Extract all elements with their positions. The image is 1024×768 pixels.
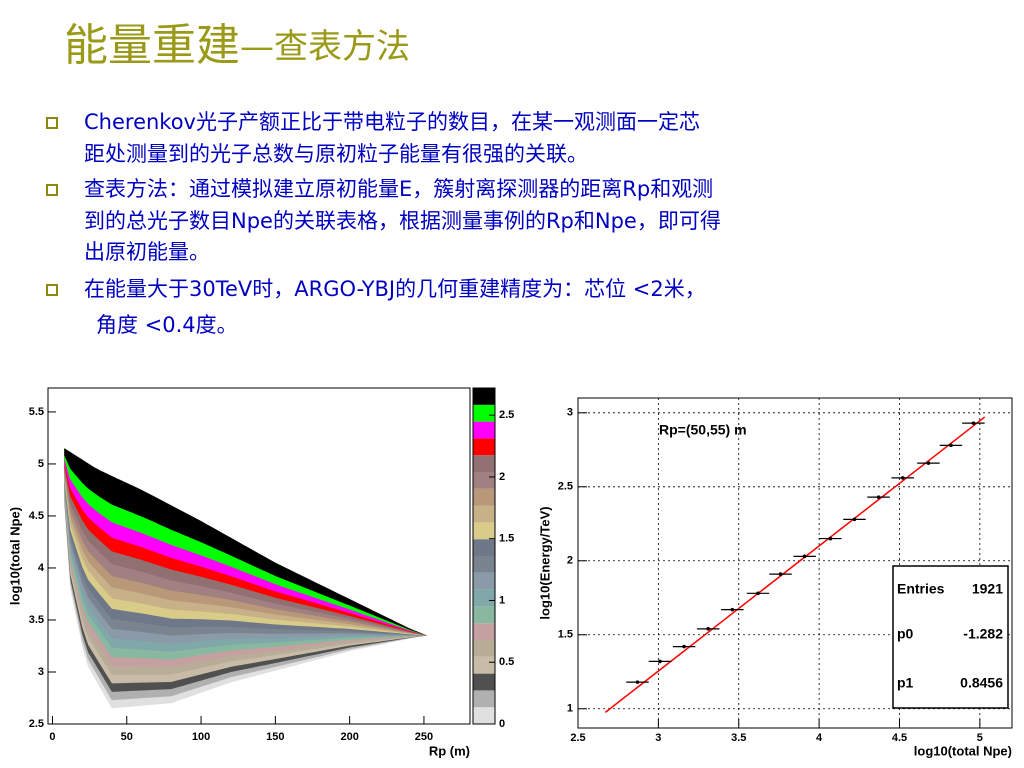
bullet-marker (46, 284, 58, 296)
colorbar-frame (472, 387, 496, 725)
y-tick-label: 2.5 (558, 481, 573, 493)
data-point (926, 461, 931, 465)
colorbar-swatch (473, 404, 495, 422)
y-tick-label: 5.5 (29, 406, 44, 418)
colorbar-swatch (473, 589, 495, 607)
bullet-text: 在能量大于30TeV时，ARGO-YBJ的几何重建精度为：芯位 <2米， (84, 277, 706, 301)
data-point (900, 476, 905, 480)
contour-band (64, 448, 427, 636)
y-tick-label: 1.5 (558, 629, 573, 641)
colorbar-tick-label: 2.5 (499, 409, 514, 421)
colorbar-swatch (473, 606, 495, 624)
colorbar-swatch (473, 522, 495, 540)
y-tick-label: 5 (38, 458, 44, 470)
colorbar-swatch (473, 623, 495, 640)
colorbar-swatch (473, 539, 495, 556)
data-point (756, 591, 760, 596)
y-tick-label: 3.5 (29, 614, 44, 626)
bullet-text: 查表方法：通过模拟建立原初能量E，簇射离探测器的距离Rp和观测 (84, 177, 713, 201)
y-tick-label: 3 (38, 666, 44, 678)
y-tick-label: 3 (567, 407, 573, 419)
data-point (876, 495, 881, 499)
stats-value: 0.8456 (960, 675, 1003, 691)
colorbar-swatch (473, 640, 495, 657)
data-point (682, 644, 686, 649)
colorbar-swatch (473, 388, 495, 405)
y-axis-title: log10(Energy/TeV) (537, 506, 552, 619)
colorbar-tick-label: 0.5 (499, 656, 514, 668)
x-tick-label: 200 (340, 731, 358, 743)
bullet-text: 出原初能量。 (84, 240, 210, 264)
colorbar-swatch (473, 505, 495, 523)
x-tick-label: 5 (977, 732, 983, 744)
colorbar-swatch (473, 656, 495, 674)
x-axis-title: Rp (m) (429, 743, 470, 758)
y-tick-label: 2.5 (29, 718, 44, 730)
bullet-text: 距处测量到的光子总数与原初粒子能量有很强的关联。 (84, 142, 588, 166)
data-point (852, 517, 857, 522)
data-point (949, 443, 953, 448)
data-point (706, 627, 710, 631)
bullet-marker (46, 117, 58, 129)
data-point (802, 554, 807, 559)
x-tick-label: 4.5 (892, 732, 907, 744)
x-tick-label: 4 (816, 732, 823, 744)
x-tick-label: 100 (192, 731, 210, 743)
stats-label: p0 (897, 626, 914, 642)
x-tick-label: 3 (655, 732, 661, 744)
annotation: Rp=(50,55) m (659, 422, 747, 438)
data-point (635, 680, 640, 684)
x-tick-label: 150 (266, 731, 284, 743)
colorbar-swatch (473, 472, 495, 489)
slide-title: 能量重建—查表方法 (64, 20, 410, 71)
colorbar-swatch (473, 707, 495, 724)
y-axis-title: log10(total Npe) (7, 507, 22, 605)
colorbar-tick-label: 1.5 (499, 533, 514, 545)
x-tick-label: 50 (121, 731, 133, 743)
bullet-text: 角度 <0.4度。 (96, 313, 238, 337)
data-point (778, 572, 783, 576)
data-point (971, 421, 976, 425)
colorbar-swatch (473, 673, 495, 691)
colorbar-tick-label: 2 (499, 471, 505, 483)
stats-frame (892, 565, 1009, 709)
stats-box: Entries 1921 p0 -1.282 p1 0.8456 (892, 565, 1009, 709)
contour-band (64, 448, 427, 636)
x-tick-label: 250 (415, 731, 433, 743)
title-main: 能量重建 (64, 20, 240, 71)
colorbar-swatch (473, 556, 495, 573)
bullet-text: Cherenkov光子产额正比于带电粒子的数目，在某一观测面一定芯 (84, 110, 700, 134)
stats-label: p1 (897, 675, 914, 691)
bullet-marker (46, 184, 58, 196)
colorbar-swatch (473, 421, 495, 439)
y-tick-label: 1 (567, 703, 573, 715)
title-sub: —查表方法 (240, 27, 410, 67)
y-tick-label: 4.5 (29, 510, 44, 522)
stats-value: 1921 (972, 581, 1003, 597)
bullet-text: 到的总光子数目Npe的关联表格，根据测量事例的Rp和Npe，即可得 (84, 209, 721, 233)
x-tick-label: 2.5 (570, 732, 585, 744)
data-point (658, 659, 662, 664)
colorbar-tick-label: 1 (499, 594, 505, 606)
x-tick-label: 0 (49, 731, 55, 743)
x-tick-label: 3.5 (731, 732, 746, 744)
y-tick-label: 2 (567, 555, 573, 567)
colorbar-tick-label: 0 (499, 718, 505, 730)
colorbar-swatch (473, 690, 495, 708)
stats-label: Entries (897, 581, 945, 597)
data-point (828, 536, 833, 541)
colorbar-swatch (473, 438, 495, 456)
x-axis-title: log10(total Npe) (914, 743, 1012, 758)
stats-value: -1.282 (963, 626, 1003, 642)
colorbar-swatch (473, 488, 495, 506)
data-point (730, 607, 735, 612)
y-tick-label: 4 (38, 562, 45, 574)
colorbar-swatch (473, 572, 495, 590)
fit-line (604, 416, 986, 713)
colorbar-swatch (473, 455, 495, 472)
